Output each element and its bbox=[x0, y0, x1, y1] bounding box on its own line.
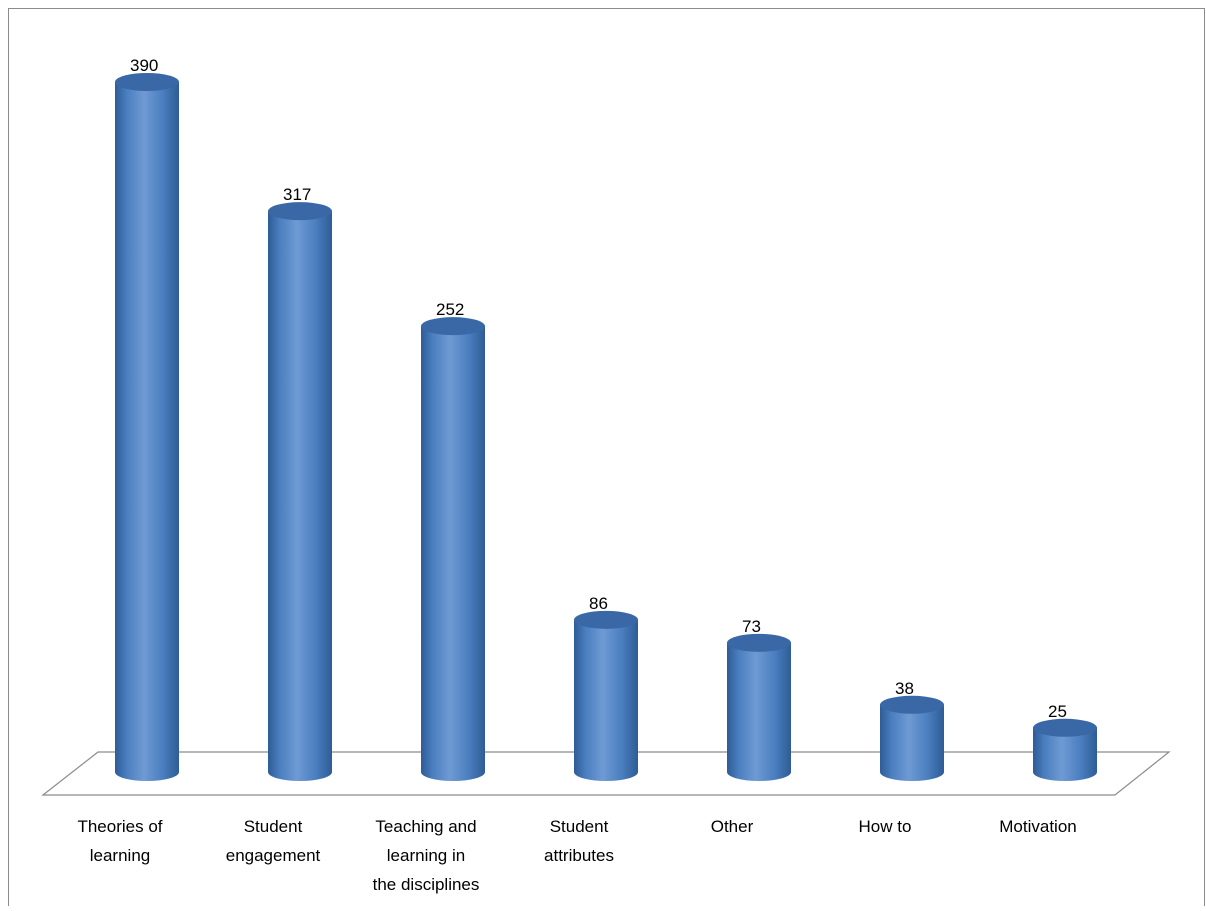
bars-group bbox=[115, 73, 1097, 782]
category-label: Student bbox=[550, 817, 609, 836]
bar-body bbox=[115, 82, 179, 781]
category-labels-group: Theories of learning Student engagement Teac… bbox=[77, 817, 1076, 894]
bar-top bbox=[115, 73, 179, 91]
chart-border bbox=[8, 8, 1205, 911]
bar-body bbox=[574, 619, 638, 781]
category-label: Other bbox=[711, 817, 754, 836]
bar-body bbox=[1033, 727, 1097, 781]
bar-top bbox=[1033, 718, 1097, 737]
category-label: Theories of bbox=[77, 817, 162, 836]
bar-0 bbox=[115, 73, 179, 781]
value-labels-group: 390 317 252 86 73 38 25 bbox=[130, 56, 1067, 721]
category-label: learning in bbox=[387, 846, 465, 865]
category-label: attributes bbox=[544, 846, 614, 865]
bar-top bbox=[574, 610, 638, 629]
value-label: 390 bbox=[130, 56, 158, 75]
value-label: 73 bbox=[742, 617, 761, 636]
bar-body bbox=[421, 326, 485, 781]
bar-5 bbox=[880, 695, 944, 781]
bar-top bbox=[421, 317, 485, 336]
bar-body bbox=[268, 211, 332, 782]
bar-2 bbox=[421, 317, 485, 781]
bar-3 bbox=[574, 610, 638, 781]
category-label: How to bbox=[859, 817, 912, 836]
category-label: learning bbox=[90, 846, 151, 865]
bar-1 bbox=[268, 202, 332, 782]
category-label: engagement bbox=[226, 846, 321, 865]
bar-top bbox=[727, 633, 791, 652]
value-label: 38 bbox=[895, 679, 914, 698]
bar-top bbox=[880, 695, 944, 714]
bar-4 bbox=[727, 633, 791, 781]
bar-6 bbox=[1033, 718, 1097, 781]
category-label: the disciplines bbox=[373, 875, 480, 894]
value-label: 317 bbox=[283, 185, 311, 204]
value-label: 86 bbox=[589, 594, 608, 613]
category-label: Student bbox=[244, 817, 303, 836]
value-label: 252 bbox=[436, 300, 464, 319]
bar-body bbox=[880, 704, 944, 781]
bar-top bbox=[268, 202, 332, 221]
category-label: Teaching and bbox=[375, 817, 476, 836]
category-label: Motivation bbox=[999, 817, 1076, 836]
bar-body bbox=[727, 642, 791, 781]
value-label: 25 bbox=[1048, 702, 1067, 721]
